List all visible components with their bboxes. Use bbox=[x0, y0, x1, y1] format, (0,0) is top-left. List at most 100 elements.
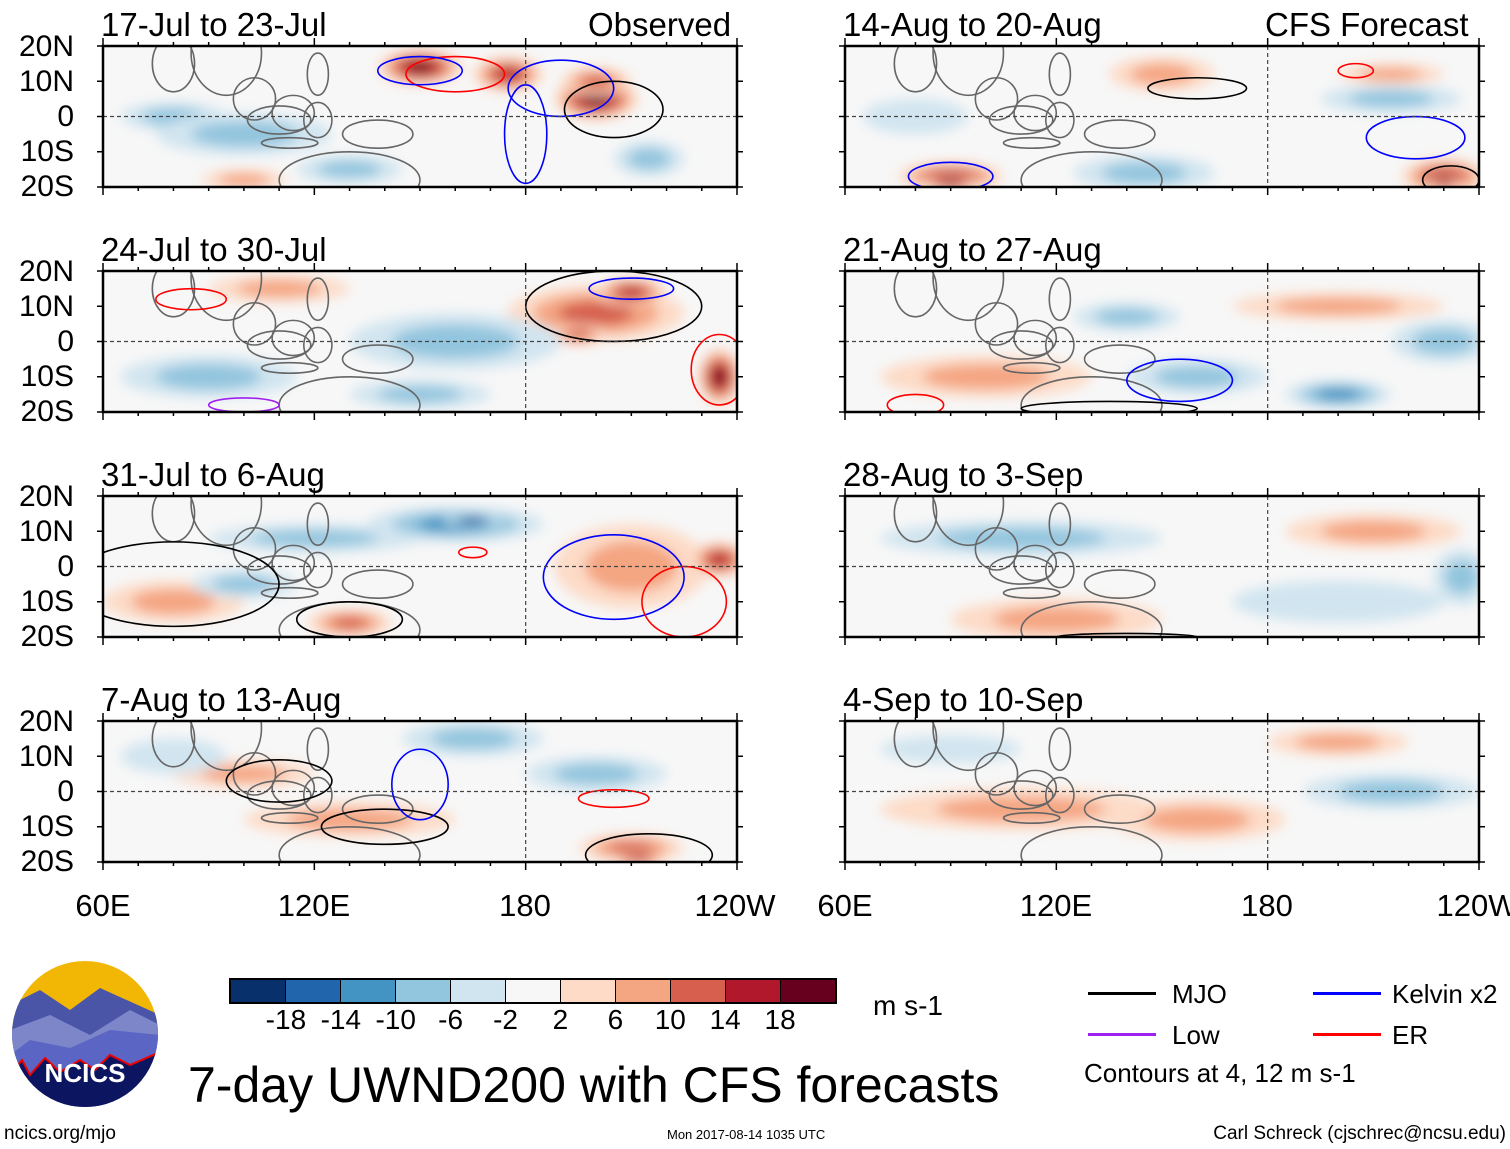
legend-line-er bbox=[1313, 1033, 1381, 1036]
wind-anomaly-shading bbox=[155, 364, 262, 390]
coastline bbox=[1013, 319, 1058, 357]
legend-line-mjo bbox=[1088, 992, 1156, 995]
coastline bbox=[271, 769, 316, 807]
wind-anomaly-shading bbox=[1295, 733, 1381, 751]
coastline bbox=[232, 301, 277, 346]
lon-label: 180 bbox=[1241, 888, 1293, 923]
coastline bbox=[302, 326, 333, 364]
wind-anomaly-shading bbox=[1444, 560, 1479, 594]
panel-title: 28-Aug to 3-Sep bbox=[843, 456, 1084, 493]
wind-anomaly-shading bbox=[1232, 580, 1444, 623]
wind-anomaly-shading bbox=[1338, 780, 1444, 803]
coastline bbox=[1048, 277, 1072, 322]
coastline bbox=[151, 721, 196, 768]
coastline bbox=[1048, 502, 1072, 547]
wave-contour bbox=[584, 833, 714, 862]
lon-label: 180 bbox=[499, 888, 551, 923]
coastline bbox=[190, 271, 263, 322]
lon-label: 120E bbox=[277, 888, 351, 923]
wind-anomaly-shading bbox=[408, 62, 432, 72]
wind-anomaly-shading bbox=[1348, 90, 1434, 108]
wind-anomaly-shading bbox=[1154, 366, 1240, 388]
coastline bbox=[1002, 811, 1061, 825]
coastline bbox=[932, 721, 1005, 772]
wind-anomaly-shading bbox=[713, 369, 726, 385]
coastline bbox=[246, 780, 312, 810]
coastline bbox=[1013, 94, 1058, 132]
panel-title: 21-Aug to 27-Aug bbox=[843, 231, 1102, 268]
legend-label-low: Low bbox=[1172, 1020, 1220, 1050]
coastline bbox=[988, 105, 1054, 135]
colorbar-label: -14 bbox=[320, 1004, 362, 1035]
map-panel-2 bbox=[97, 263, 743, 420]
map-panel-1 bbox=[97, 38, 743, 195]
wind-anomaly-shading bbox=[250, 529, 378, 547]
wind-anomaly-shading bbox=[553, 763, 639, 785]
coastline bbox=[260, 361, 319, 375]
map-panel-7 bbox=[839, 488, 1485, 645]
colorbar-swatch bbox=[340, 980, 395, 1002]
coastline bbox=[306, 52, 330, 97]
legend-label-mjo: MJO bbox=[1172, 979, 1227, 1009]
coastline bbox=[260, 811, 319, 825]
wind-anomaly-shading bbox=[628, 856, 648, 861]
map-panel-3 bbox=[97, 488, 743, 645]
colorbar-swatch bbox=[231, 980, 285, 1002]
lat-label: 10N bbox=[18, 740, 74, 773]
map-panel-5 bbox=[839, 38, 1485, 195]
wave-contour bbox=[886, 393, 945, 412]
colorbar-label: 10 bbox=[654, 1004, 686, 1035]
panel-title: 4-Sep to 10-Sep bbox=[843, 681, 1084, 718]
coastline bbox=[271, 319, 316, 357]
coastline bbox=[988, 780, 1054, 810]
lat-label: 20N bbox=[18, 255, 74, 288]
wind-anomaly-shading bbox=[331, 616, 368, 629]
wind-anomaly-shading bbox=[1315, 388, 1361, 401]
lat-label: 10S bbox=[20, 360, 74, 393]
panel-title: 7-Aug to 13-Aug bbox=[101, 681, 342, 718]
wave-contour bbox=[690, 333, 737, 406]
coastline bbox=[932, 496, 1005, 547]
lat-label: 10N bbox=[18, 515, 74, 548]
coastline bbox=[1083, 344, 1156, 375]
lat-label: 0 bbox=[57, 550, 74, 583]
colorbar-swatch bbox=[780, 980, 835, 1002]
wind-anomaly-shading bbox=[1359, 67, 1423, 81]
wave-contour bbox=[1020, 400, 1198, 412]
observed-label: Observed bbox=[588, 6, 732, 43]
coastline bbox=[893, 496, 938, 543]
coastline bbox=[341, 794, 414, 825]
wave-contour bbox=[103, 541, 280, 628]
lat-label: 20S bbox=[20, 620, 74, 653]
wind-anomaly-shading bbox=[212, 575, 276, 593]
wind-anomaly-shading bbox=[581, 75, 612, 88]
wind-anomaly-shading bbox=[992, 606, 1120, 633]
lat-label: 10N bbox=[18, 65, 74, 98]
panel-title: 17-Jul to 23-Jul bbox=[101, 6, 327, 43]
coastline bbox=[271, 94, 316, 132]
lat-label: 0 bbox=[57, 100, 74, 133]
coastline bbox=[302, 101, 333, 139]
panel-title: 24-Jul to 30-Jul bbox=[101, 231, 327, 268]
wind-anomaly-shading bbox=[1144, 807, 1251, 833]
coastline bbox=[932, 271, 1005, 322]
coastline bbox=[1044, 551, 1075, 589]
wave-contour bbox=[588, 277, 675, 300]
wind-anomaly-shading bbox=[1130, 63, 1194, 85]
coastline bbox=[341, 569, 414, 600]
wave-contour bbox=[1147, 76, 1248, 100]
coastline bbox=[306, 502, 330, 547]
colorbar-label: -10 bbox=[375, 1004, 416, 1035]
wind-anomaly-shading bbox=[131, 589, 216, 615]
lat-label: 10S bbox=[20, 135, 74, 168]
coastline bbox=[1013, 544, 1058, 582]
wave-contour bbox=[563, 80, 664, 139]
lon-label: 60E bbox=[817, 888, 873, 923]
coastline bbox=[1013, 769, 1058, 807]
footer-url[interactable]: ncics.org/mjo bbox=[4, 1123, 116, 1144]
lat-label: 10N bbox=[18, 290, 74, 323]
wind-anomaly-shading bbox=[1320, 520, 1427, 542]
wind-anomaly-shading bbox=[430, 728, 516, 750]
colorbar-swatch bbox=[560, 980, 615, 1002]
colorbar-units: m s-1 bbox=[873, 990, 943, 1021]
